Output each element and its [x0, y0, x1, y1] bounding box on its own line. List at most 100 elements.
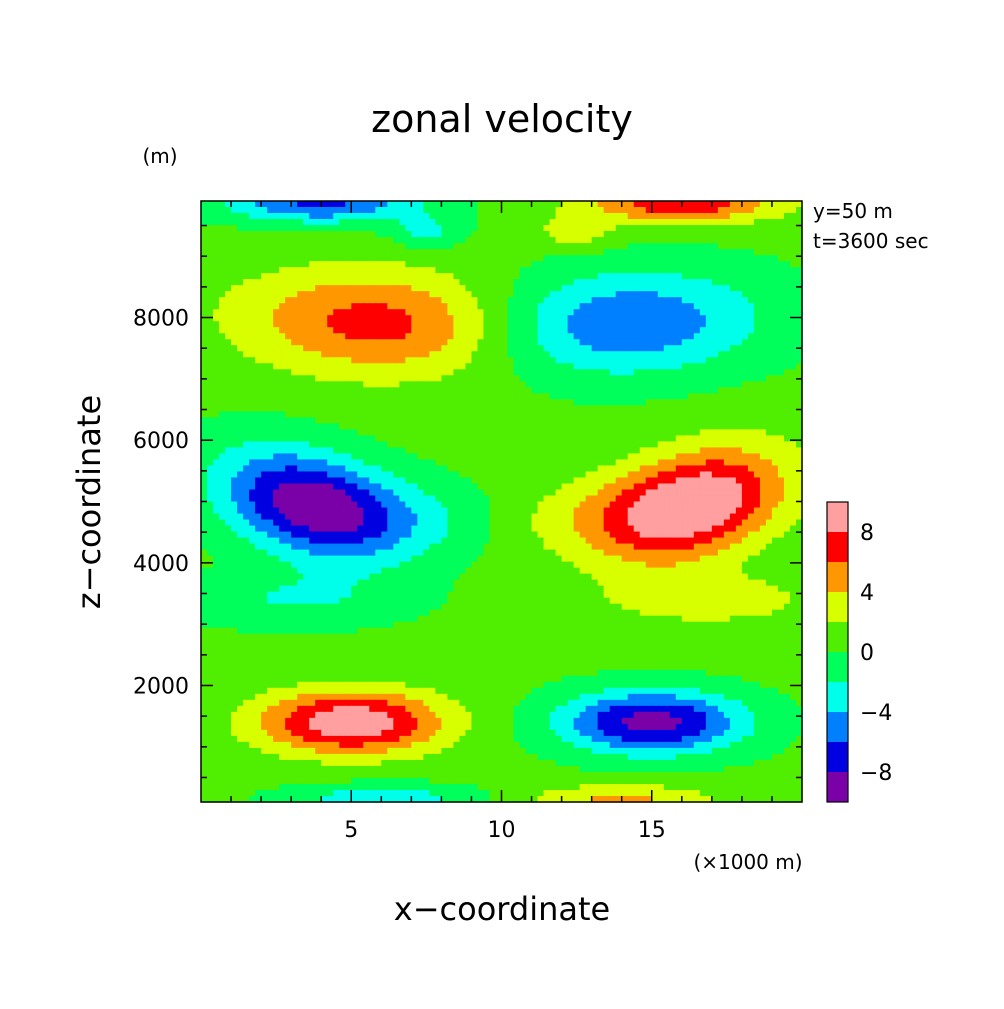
heatmap-cell	[267, 345, 274, 352]
heatmap-cell	[723, 399, 731, 406]
heatmap-cell	[573, 441, 581, 449]
heatmap-cell	[387, 363, 394, 370]
heatmap-cell	[759, 333, 767, 340]
heatmap-cell	[297, 363, 304, 370]
heatmap-cell	[759, 237, 767, 244]
heatmap-cell	[465, 387, 473, 394]
heatmap-cell	[513, 273, 521, 280]
heatmap-cell	[219, 261, 226, 268]
heatmap-cell	[537, 309, 545, 316]
heatmap-cell	[345, 267, 352, 274]
heatmap-cell	[657, 441, 665, 449]
heatmap-cell	[669, 321, 677, 328]
heatmap-cell	[519, 327, 527, 334]
heatmap-cell	[693, 399, 701, 406]
heatmap-cell	[351, 495, 358, 503]
heatmap-cell	[507, 345, 515, 352]
heatmap-cell	[633, 465, 641, 473]
heatmap-cell	[357, 465, 364, 473]
heatmap-cell	[525, 381, 533, 388]
heatmap-cell	[525, 321, 533, 328]
heatmap-cell	[231, 495, 238, 503]
heatmap-cell	[465, 237, 473, 244]
heatmap-cell	[477, 309, 485, 316]
heatmap-cell	[567, 423, 575, 430]
heatmap-cell	[357, 423, 364, 430]
heatmap-cell	[423, 453, 430, 461]
heatmap-cell	[501, 231, 509, 238]
heatmap-cell	[615, 381, 623, 388]
heatmap-cell	[447, 237, 455, 244]
heatmap-cell	[483, 285, 491, 292]
heatmap-cell	[657, 357, 665, 364]
heatmap-cell	[663, 471, 671, 479]
heatmap-cell	[519, 399, 527, 406]
heatmap-cell	[237, 315, 244, 322]
heatmap-cell	[465, 465, 473, 473]
heatmap-cell	[543, 267, 551, 274]
heatmap-cell	[411, 483, 418, 491]
heatmap-cell	[327, 387, 334, 394]
heatmap-cell	[375, 207, 382, 214]
heatmap-cell	[675, 207, 683, 214]
heatmap-cell	[663, 321, 671, 328]
heatmap-cell	[459, 423, 467, 430]
heatmap-cell	[303, 453, 310, 461]
heatmap-cell	[621, 495, 629, 503]
heatmap-cell	[603, 339, 611, 346]
heatmap-cell	[669, 303, 677, 310]
heatmap-cell	[309, 273, 316, 280]
heatmap-cell	[225, 477, 232, 485]
heatmap-cell	[279, 357, 286, 364]
heatmap-cell	[261, 291, 268, 298]
heatmap-cell	[603, 399, 611, 406]
heatmap-cell	[729, 321, 737, 328]
heatmap-cell	[579, 411, 587, 418]
heatmap-cell	[735, 279, 743, 286]
heatmap-cell	[471, 309, 479, 316]
heatmap-cell	[213, 315, 220, 322]
heatmap-cell	[525, 261, 533, 268]
heatmap-cell	[237, 471, 244, 479]
heatmap-cell	[513, 297, 521, 304]
heatmap-cell	[405, 357, 412, 364]
heatmap-cell	[357, 471, 364, 479]
heatmap-cell	[537, 363, 545, 370]
heatmap-cell	[567, 375, 575, 382]
heatmap-cell	[303, 447, 310, 455]
heatmap-cell	[723, 357, 731, 364]
heatmap-cell	[363, 423, 370, 430]
heatmap-cell	[477, 411, 485, 418]
heatmap-cell	[201, 201, 208, 208]
heatmap-cell	[573, 255, 581, 262]
heatmap-cell	[573, 321, 581, 328]
heatmap-cell	[723, 279, 731, 286]
heatmap-cell	[789, 339, 797, 346]
heatmap-cell	[477, 231, 485, 238]
heatmap-cell	[495, 351, 503, 358]
heatmap-cell	[573, 411, 581, 418]
heatmap-cell	[579, 351, 587, 358]
heatmap-cell	[489, 369, 497, 376]
heatmap-cell	[777, 423, 785, 430]
heatmap-cell	[243, 351, 250, 358]
heatmap-cell	[693, 351, 701, 358]
heatmap-cell	[639, 495, 647, 503]
heatmap-cell	[585, 339, 593, 346]
heatmap-cell	[765, 237, 773, 244]
heatmap-cell	[405, 453, 412, 461]
heatmap-cell	[471, 363, 479, 370]
heatmap-cell	[675, 357, 683, 364]
heatmap-cell	[621, 381, 629, 388]
heatmap-cell	[441, 429, 449, 436]
heatmap-cell	[213, 267, 220, 274]
heatmap-cell	[663, 285, 671, 292]
heatmap-cell	[291, 279, 298, 286]
heatmap-cell	[393, 351, 400, 358]
heatmap-cell	[621, 327, 629, 334]
heatmap-cell	[645, 351, 653, 358]
heatmap-cell	[513, 291, 521, 298]
heatmap-cell	[783, 435, 791, 442]
heatmap-cell	[621, 405, 629, 412]
heatmap-cell	[303, 273, 310, 280]
